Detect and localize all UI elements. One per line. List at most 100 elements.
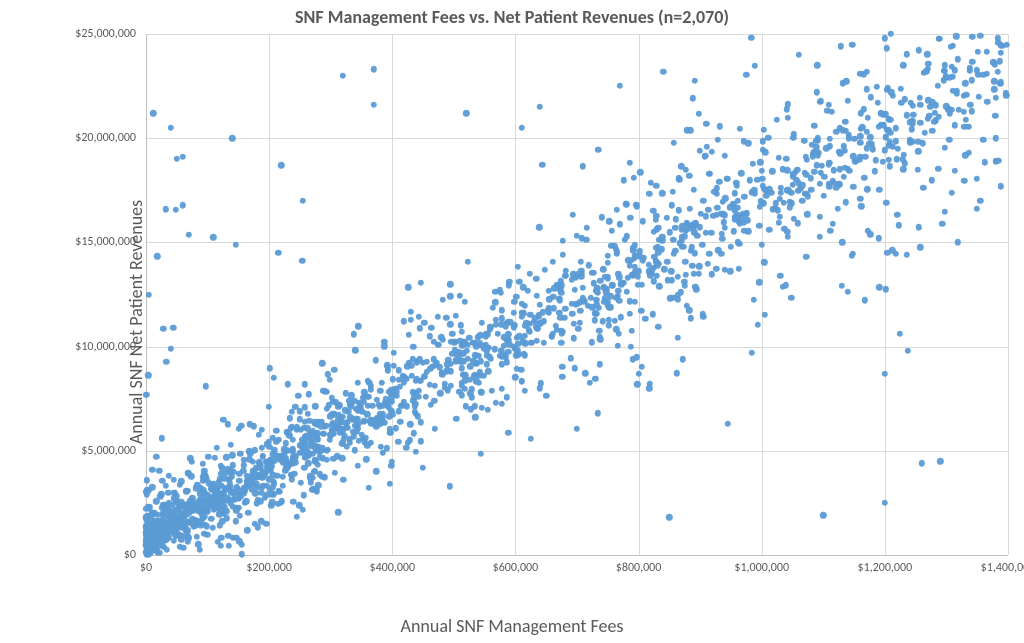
data-point	[703, 120, 709, 126]
data-point	[917, 102, 923, 108]
data-point	[323, 406, 329, 412]
data-point	[266, 403, 272, 409]
data-point	[636, 371, 642, 377]
data-point	[418, 438, 424, 444]
data-point	[758, 168, 764, 174]
data-point	[669, 202, 675, 208]
data-point	[675, 274, 681, 280]
data-point	[623, 233, 629, 239]
data-point	[210, 234, 216, 240]
data-point	[667, 229, 673, 235]
data-point	[241, 462, 247, 468]
data-point	[627, 310, 633, 316]
data-point	[773, 117, 779, 123]
data-point	[951, 122, 957, 128]
data-point	[919, 460, 925, 466]
data-point	[839, 283, 845, 289]
data-point	[961, 177, 967, 183]
gridline-vertical	[392, 34, 393, 555]
data-point	[710, 212, 716, 218]
data-point	[223, 454, 229, 460]
data-point	[700, 197, 706, 203]
data-point	[655, 225, 661, 231]
data-point	[639, 218, 645, 224]
data-point	[417, 419, 423, 425]
data-point	[659, 190, 665, 196]
data-point	[969, 58, 975, 64]
data-point	[909, 126, 915, 132]
data-point	[766, 227, 772, 233]
data-point	[888, 31, 894, 37]
data-point	[819, 163, 825, 169]
data-point	[378, 380, 384, 386]
data-point	[882, 147, 888, 153]
data-point	[649, 311, 655, 317]
data-point	[904, 252, 910, 258]
data-point	[967, 102, 973, 108]
data-point	[308, 479, 314, 485]
data-point	[653, 217, 659, 223]
data-point	[830, 220, 836, 226]
data-point	[799, 182, 805, 188]
data-point	[340, 436, 346, 442]
data-point	[606, 218, 612, 224]
data-point	[923, 68, 929, 74]
data-point	[621, 177, 627, 183]
gridline-vertical	[639, 34, 640, 555]
data-point	[478, 389, 484, 395]
data-point	[931, 118, 937, 124]
data-point	[285, 381, 291, 387]
data-point	[373, 468, 379, 474]
data-point	[408, 363, 414, 369]
data-point	[734, 183, 740, 189]
data-point	[982, 159, 988, 165]
data-point	[405, 284, 411, 290]
data-point	[559, 374, 565, 380]
data-point	[543, 393, 549, 399]
data-point	[679, 356, 685, 362]
data-point	[820, 192, 826, 198]
data-point	[661, 266, 667, 272]
data-point	[597, 336, 603, 342]
data-point	[401, 379, 407, 385]
data-point	[327, 377, 333, 383]
data-point	[605, 259, 611, 265]
data-point	[815, 137, 821, 143]
data-point	[368, 386, 374, 392]
data-point	[876, 187, 882, 193]
data-point	[170, 325, 176, 331]
data-point	[655, 324, 661, 330]
data-point	[741, 194, 747, 200]
data-point	[816, 150, 822, 156]
data-point	[528, 435, 534, 441]
data-point	[935, 165, 941, 171]
data-point	[653, 183, 659, 189]
data-point	[484, 361, 490, 367]
data-point	[371, 66, 377, 72]
data-point	[200, 515, 206, 521]
data-point	[205, 453, 211, 459]
data-point	[294, 513, 300, 519]
data-point	[915, 166, 921, 172]
data-point	[903, 112, 909, 118]
data-point	[873, 157, 879, 163]
data-point	[730, 228, 736, 234]
data-point	[180, 202, 186, 208]
data-point	[153, 453, 159, 459]
data-point	[183, 489, 189, 495]
data-point	[232, 518, 238, 524]
data-point	[687, 206, 693, 212]
data-point	[750, 297, 756, 303]
data-point	[322, 474, 328, 480]
data-point	[209, 524, 215, 530]
data-point	[233, 241, 239, 247]
data-point	[347, 439, 353, 445]
data-point	[503, 394, 509, 400]
data-point	[324, 457, 330, 463]
data-point	[568, 355, 574, 361]
data-point	[168, 345, 174, 351]
data-point	[867, 231, 873, 237]
data-point	[597, 361, 603, 367]
data-point	[596, 328, 602, 334]
data-point	[922, 129, 928, 135]
